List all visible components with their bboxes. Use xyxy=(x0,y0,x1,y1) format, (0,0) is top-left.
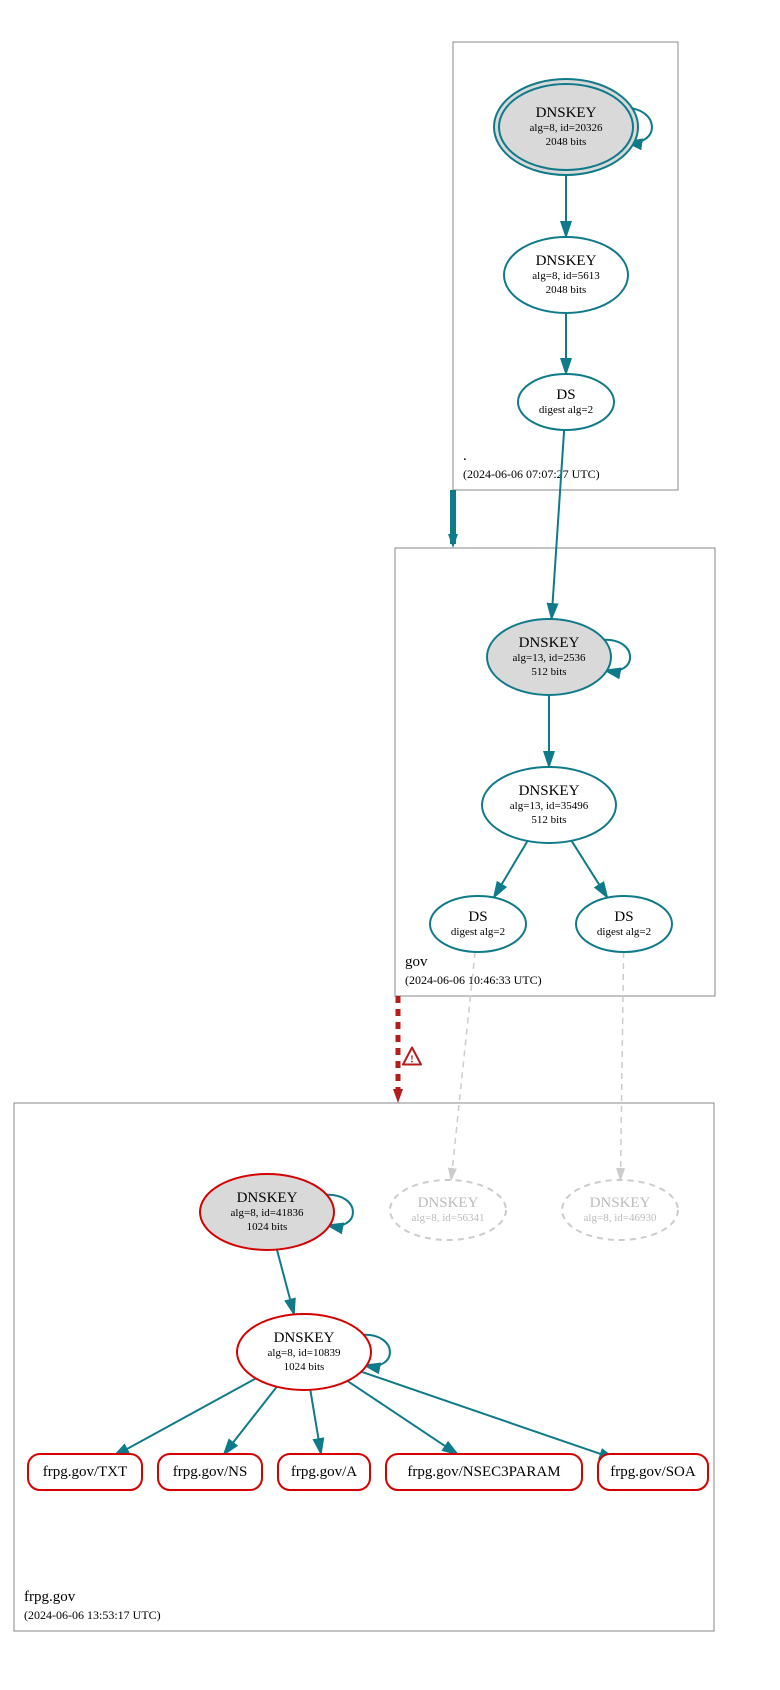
svg-text:alg=8, id=56341: alg=8, id=56341 xyxy=(412,1212,485,1224)
node-r5: frpg.gov/SOA xyxy=(598,1454,708,1490)
svg-text:DNSKEY: DNSKEY xyxy=(519,783,580,799)
svg-text:.: . xyxy=(463,448,467,464)
svg-text:!: ! xyxy=(410,1054,414,1066)
svg-text:alg=13, id=35496: alg=13, id=35496 xyxy=(510,800,589,812)
warning-icon: ! xyxy=(403,1048,421,1066)
svg-text:(2024-06-06 13:53:17 UTC): (2024-06-06 13:53:17 UTC) xyxy=(24,1608,161,1622)
svg-text:DNSKEY: DNSKEY xyxy=(590,1195,651,1211)
node-n4: DNSKEYalg=13, id=2536 512 bits xyxy=(487,619,611,695)
svg-text:512 bits: 512 bits xyxy=(531,814,566,826)
node-n2: DNSKEYalg=8, id=5613 2048 bits xyxy=(504,237,628,313)
svg-text:digest alg=2: digest alg=2 xyxy=(451,926,505,938)
svg-text:alg=8, id=5613: alg=8, id=5613 xyxy=(532,270,600,282)
node-n11: DNSKEYalg=8, id=46930 xyxy=(562,1180,678,1240)
node-n3: DSdigest alg=2 xyxy=(518,374,614,430)
node-n10: DNSKEYalg=8, id=56341 xyxy=(390,1180,506,1240)
svg-text:1024 bits: 1024 bits xyxy=(247,1221,288,1233)
node-n6: DSdigest alg=2 xyxy=(430,896,526,952)
node-n8: DNSKEYalg=8, id=41836 1024 bits xyxy=(200,1174,334,1250)
svg-text:DS: DS xyxy=(468,909,487,925)
svg-text:DS: DS xyxy=(556,387,575,403)
svg-text:frpg.gov/NSEC3PARAM: frpg.gov/NSEC3PARAM xyxy=(407,1464,560,1480)
svg-text:2048 bits: 2048 bits xyxy=(546,284,587,296)
svg-text:frpg.gov/SOA: frpg.gov/SOA xyxy=(610,1464,696,1480)
svg-text:2048 bits: 2048 bits xyxy=(546,136,587,148)
svg-text:DNSKEY: DNSKEY xyxy=(519,635,580,651)
svg-text:DNSKEY: DNSKEY xyxy=(274,1330,335,1346)
svg-text:frpg.gov/A: frpg.gov/A xyxy=(291,1464,357,1480)
svg-text:gov: gov xyxy=(405,954,428,970)
node-n7: DSdigest alg=2 xyxy=(576,896,672,952)
svg-text:alg=8, id=10839: alg=8, id=10839 xyxy=(268,1347,341,1359)
svg-text:1024 bits: 1024 bits xyxy=(284,1361,325,1373)
node-r4: frpg.gov/NSEC3PARAM xyxy=(386,1454,582,1490)
node-n9: DNSKEYalg=8, id=10839 1024 bits xyxy=(237,1314,371,1390)
dnssec-diagram: . (2024-06-06 07:07:27 UTC) gov (2024-06-06… xyxy=(0,0,780,1690)
svg-text:alg=8, id=20326: alg=8, id=20326 xyxy=(530,122,603,134)
node-r2: frpg.gov/NS xyxy=(158,1454,262,1490)
svg-text:512 bits: 512 bits xyxy=(531,666,566,678)
node-n5: DNSKEYalg=13, id=35496 512 bits xyxy=(482,767,616,843)
svg-text:DS: DS xyxy=(614,909,633,925)
svg-text:frpg.gov: frpg.gov xyxy=(24,1589,76,1605)
svg-text:frpg.gov/TXT: frpg.gov/TXT xyxy=(43,1464,128,1480)
node-n1: DNSKEYalg=8, id=20326 2048 bits xyxy=(494,79,638,175)
svg-text:alg=8, id=46930: alg=8, id=46930 xyxy=(584,1212,657,1224)
svg-text:digest alg=2: digest alg=2 xyxy=(597,926,651,938)
svg-text:DNSKEY: DNSKEY xyxy=(536,253,597,269)
svg-text:DNSKEY: DNSKEY xyxy=(237,1190,298,1206)
node-r1: frpg.gov/TXT xyxy=(28,1454,142,1490)
svg-text:frpg.gov/NS: frpg.gov/NS xyxy=(173,1464,248,1480)
svg-text:alg=13, id=2536: alg=13, id=2536 xyxy=(513,652,586,664)
svg-text:DNSKEY: DNSKEY xyxy=(536,105,597,121)
node-r3: frpg.gov/A xyxy=(278,1454,370,1490)
svg-text:alg=8, id=41836: alg=8, id=41836 xyxy=(231,1207,304,1219)
svg-text:DNSKEY: DNSKEY xyxy=(418,1195,479,1211)
svg-text:digest alg=2: digest alg=2 xyxy=(539,404,593,416)
svg-text:(2024-06-06 07:07:27 UTC): (2024-06-06 07:07:27 UTC) xyxy=(463,467,600,481)
